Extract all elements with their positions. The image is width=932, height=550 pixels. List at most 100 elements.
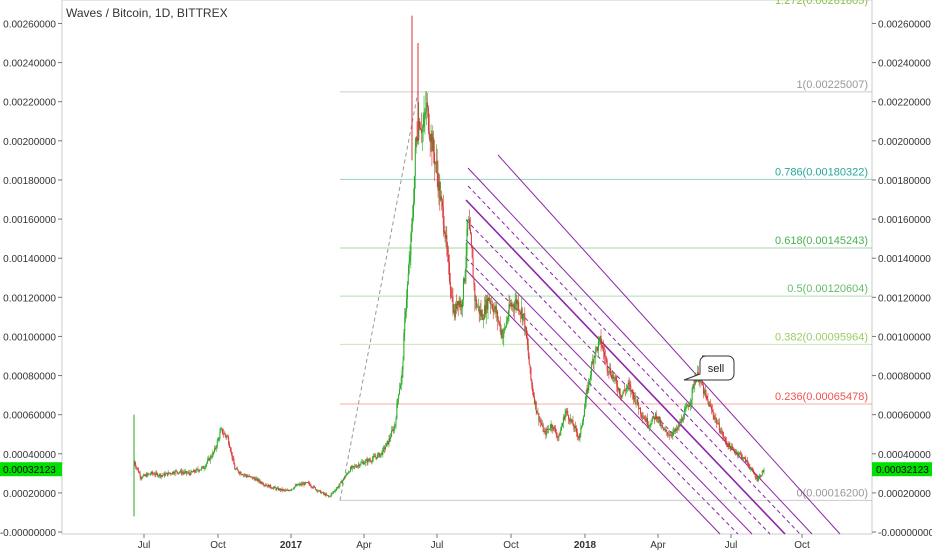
candle-body [212,452,214,457]
candle-body [209,456,211,461]
candle-body [725,441,727,444]
candle-body [653,416,655,420]
candle-body [205,464,207,468]
candle-body [271,487,273,489]
candle-body [518,301,520,311]
candle-body [317,490,319,492]
candle-body [445,234,447,239]
candle-body [517,301,519,305]
candle-body [206,462,208,465]
candle-body [418,121,420,140]
candle-body [403,333,405,361]
candle-body [281,488,283,491]
candle-body [463,278,465,282]
candle-body [381,452,383,455]
candle-body [176,470,178,473]
channel-line [467,185,801,535]
candle-body [498,320,500,322]
candle-body [409,255,411,262]
candle-body [184,471,186,473]
candle-body [654,413,656,420]
candle-body [717,422,719,424]
candle-body [710,406,712,410]
candle-body [186,471,188,474]
candle-body [595,347,597,357]
candle-body [287,490,289,491]
y-tick-label-right: -0.00000000 [878,528,932,539]
candle-body [514,303,516,309]
candle-body [604,357,606,358]
candle-body [458,300,460,306]
candle-body [730,446,732,451]
candle-body [683,411,685,420]
candle-body [525,327,527,330]
candle-body [575,428,577,433]
candle-body [535,401,537,411]
candle-body [193,470,195,472]
candle-body [335,490,337,492]
candle-body [504,327,506,330]
candle-body [264,484,266,486]
candle-body [616,381,618,387]
candle-body [475,299,477,302]
candle-body [536,410,538,414]
candle-body [635,402,637,404]
candle-body [232,458,234,460]
candle-body [626,386,628,388]
candle-body [455,303,457,318]
candle-body [627,382,629,387]
candle-body [500,330,502,332]
candle-body [304,482,306,486]
last-price-label-left: 0.00032123 [3,465,56,476]
fib-level-label: 0.618(0.00145243) [775,235,868,247]
candle-body [650,424,652,426]
candle-body [225,435,227,438]
candle-body [321,492,323,493]
candle-body [139,473,141,477]
candle-body [660,419,662,426]
y-tick-label-left: 0.00180000 [3,176,56,187]
candle-body [743,457,745,459]
candle-body [175,470,177,472]
candle-body [551,424,553,428]
candle-body [649,425,651,427]
candle-body [594,356,596,357]
candle-body [312,487,314,489]
candle-body [511,305,513,307]
candle-body [140,476,142,479]
candle-body [328,496,330,497]
chart-title: Waves / Bitcoin, 1D, BITTREX [66,6,228,20]
candle-body [738,454,740,456]
candle-body [134,461,136,465]
candle-body [578,436,580,439]
candle-body [439,181,441,201]
candle-body [505,321,507,327]
candle-body [453,309,455,313]
candle-body [258,479,260,482]
candle-body [246,475,248,477]
candle-body [294,485,296,487]
candle-body [266,485,268,487]
candle-body [724,437,726,439]
candle-body [526,327,528,339]
candle-body [532,385,534,392]
candle-body [421,128,423,133]
x-tick-label: Jul [725,540,738,550]
candle-body [242,474,244,476]
candle-body [372,456,374,459]
candle-body [491,304,493,309]
candle-body [144,474,146,476]
candle-body [554,428,556,433]
candle-body [165,473,167,476]
candle-body [330,493,332,497]
candle-body [632,393,634,400]
candle-body [187,472,189,474]
candle-body [137,467,139,469]
candle-body [457,301,459,306]
candle-body [751,468,753,470]
candle-body [299,483,301,485]
candle-body [406,299,408,311]
candle-body [510,305,512,306]
candle-body [419,121,421,129]
